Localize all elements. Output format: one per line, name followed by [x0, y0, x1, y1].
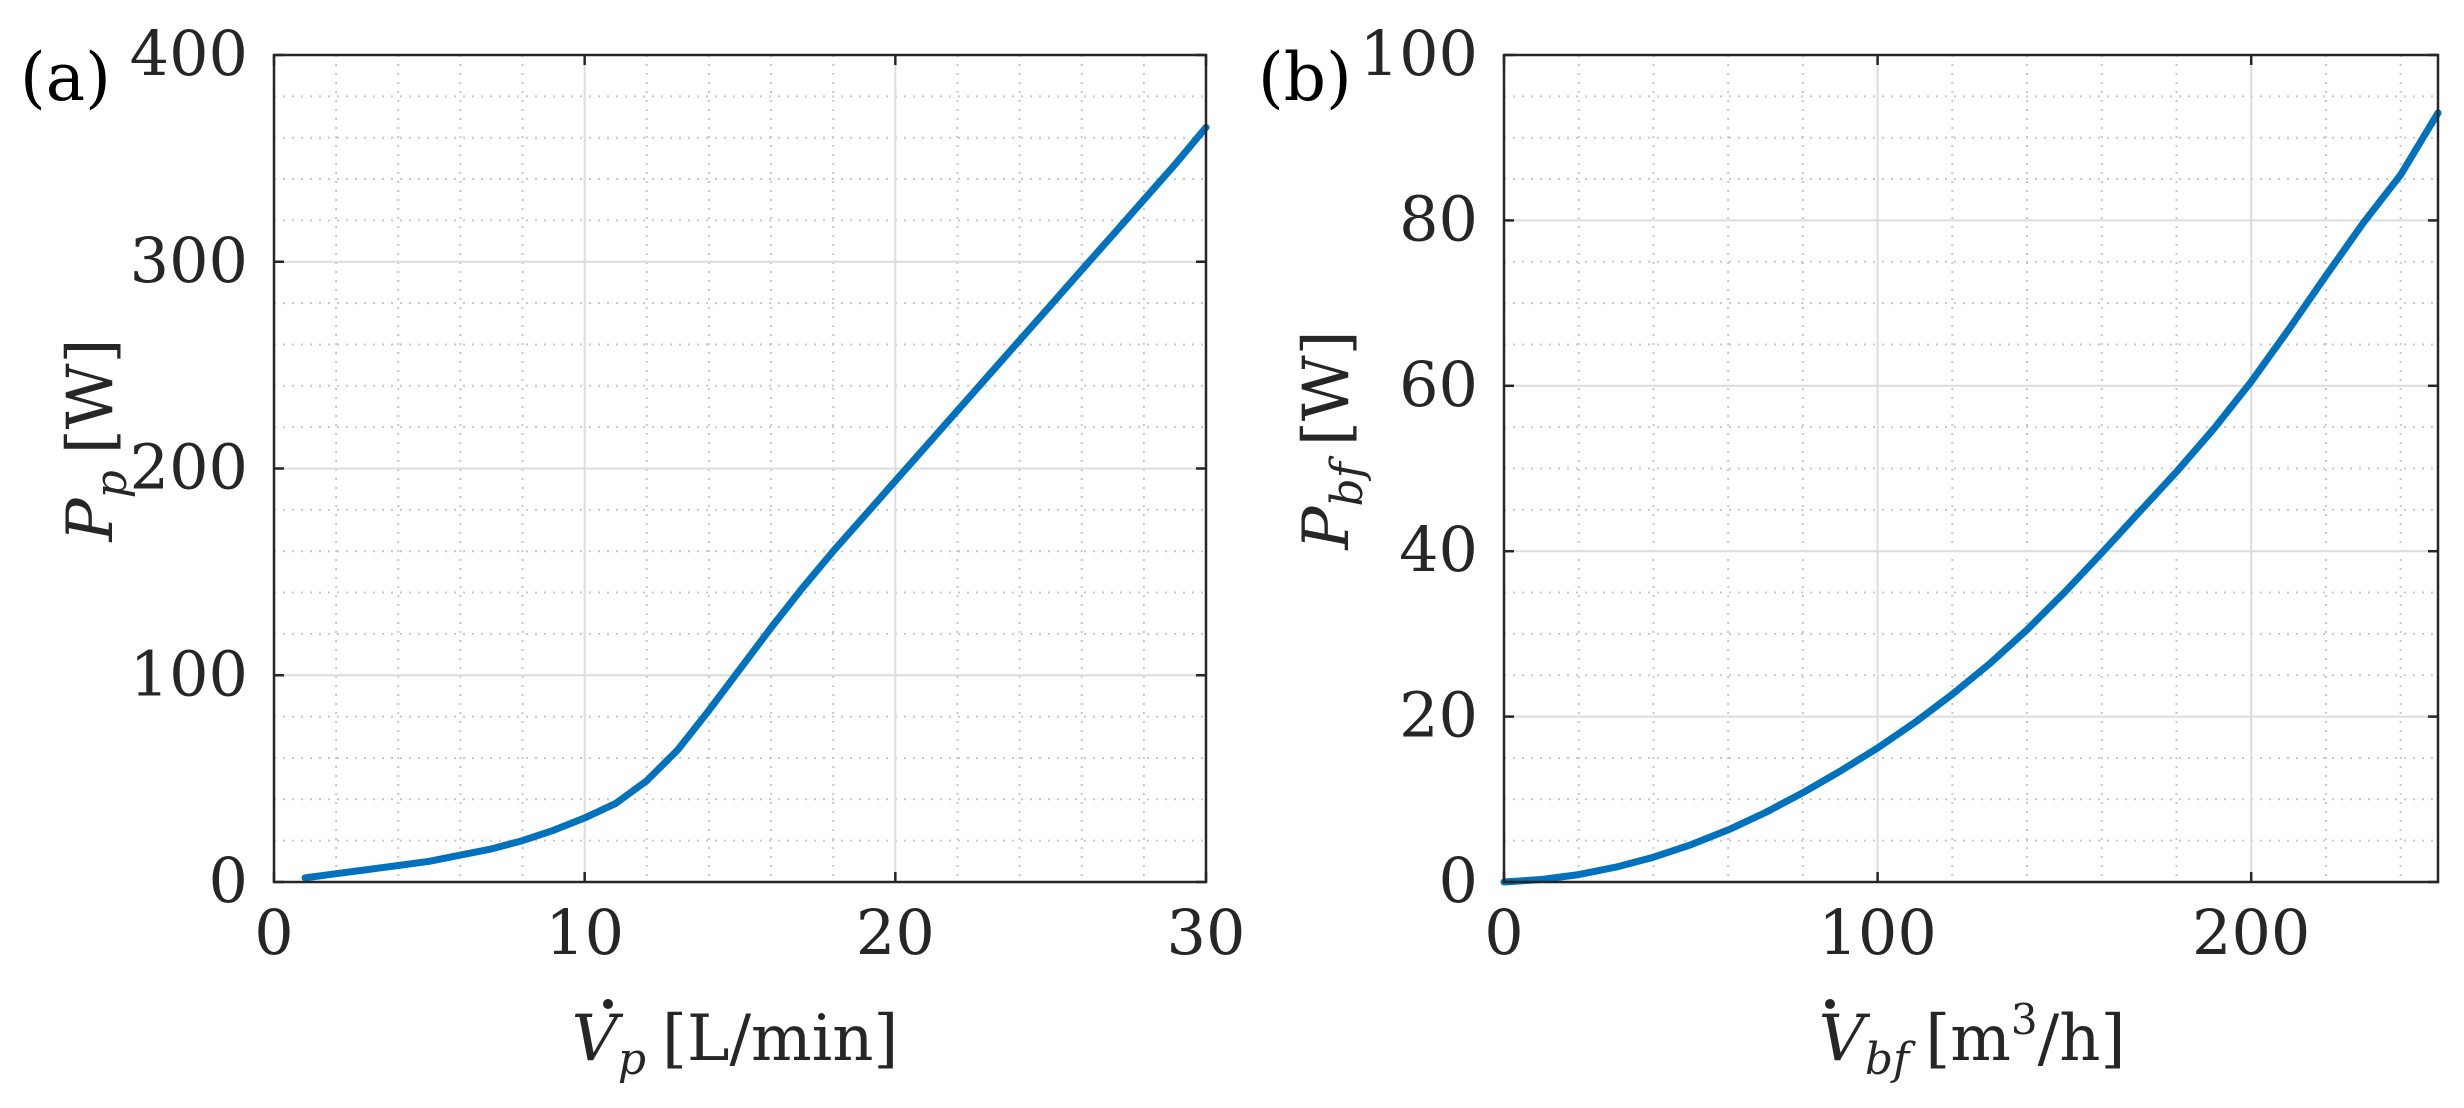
major-grid — [1504, 55, 2438, 882]
y-tick-label: 60 — [1399, 348, 1478, 421]
minor-grid — [1504, 55, 2438, 882]
axes-box — [1502, 53, 2440, 884]
x-tick-label: 10 — [545, 896, 624, 969]
x-axis-title: Vbf [m3/h] — [1819, 995, 2126, 1085]
x-axis-symbol: V — [572, 1002, 624, 1076]
x-tick-label: 30 — [1167, 896, 1246, 969]
y-axis-subscript: bf — [1322, 455, 1373, 506]
major-grid — [274, 55, 1206, 882]
x-tick-label: 0 — [254, 896, 293, 969]
y-tick-label: 20 — [1399, 679, 1478, 752]
x-tick-label: 100 — [1818, 896, 1936, 969]
x-axis-unit-superscript: 3 — [2011, 995, 2038, 1044]
y-tick-label: 100 — [1360, 17, 1478, 90]
y-tick-label: 400 — [130, 17, 248, 90]
series-line — [1500, 109, 2442, 886]
y-axis-symbol: P — [54, 497, 128, 542]
y-axis-title: Pbf [W] — [1290, 330, 1373, 550]
panel-label: (b) — [1258, 39, 1352, 116]
y-tick-label: 300 — [130, 224, 248, 297]
y-axis-unit: [W] — [54, 339, 128, 455]
tick-marks — [1502, 53, 2438, 884]
y-tick-label: 0 — [209, 844, 248, 917]
y-tick-label: 80 — [1399, 182, 1478, 255]
x-tick-label: 0 — [1484, 896, 1523, 969]
y-tick-label: 40 — [1399, 513, 1478, 586]
x-axis-dot-accent — [1825, 999, 1835, 1009]
x-axis-unit-tail: /h] — [2038, 1002, 2126, 1076]
series-line — [301, 123, 1210, 882]
y-tick-label: 200 — [130, 431, 248, 504]
x-axis-subscript: p — [618, 1034, 646, 1085]
y-axis-subscript: p — [86, 470, 137, 498]
x-axis-title: Vp [L/min] — [572, 1002, 899, 1085]
x-axis-symbol: V — [1819, 1002, 1871, 1076]
y-axis-unit: [W] — [1290, 330, 1364, 446]
x-axis-unit: [L/min] — [662, 1002, 898, 1076]
y-tick-label: 100 — [130, 637, 248, 710]
y-axis-title: Pp [W] — [54, 339, 137, 543]
x-axis-unit: [m — [1925, 1002, 2011, 1076]
x-axis-dot-accent — [603, 999, 613, 1009]
x-tick-label: 20 — [856, 896, 935, 969]
x-axis-subscript: bf — [1865, 1034, 1916, 1085]
panel-label: (a) — [20, 39, 111, 116]
x-tick-label: 200 — [2192, 896, 2310, 969]
y-axis-symbol: P — [1290, 506, 1364, 551]
tick-marks — [272, 53, 1208, 884]
y-tick-label: 0 — [1439, 844, 1478, 917]
tick-labels: 0 100 200 0 20 40 60 80 100 — [1360, 17, 2311, 969]
